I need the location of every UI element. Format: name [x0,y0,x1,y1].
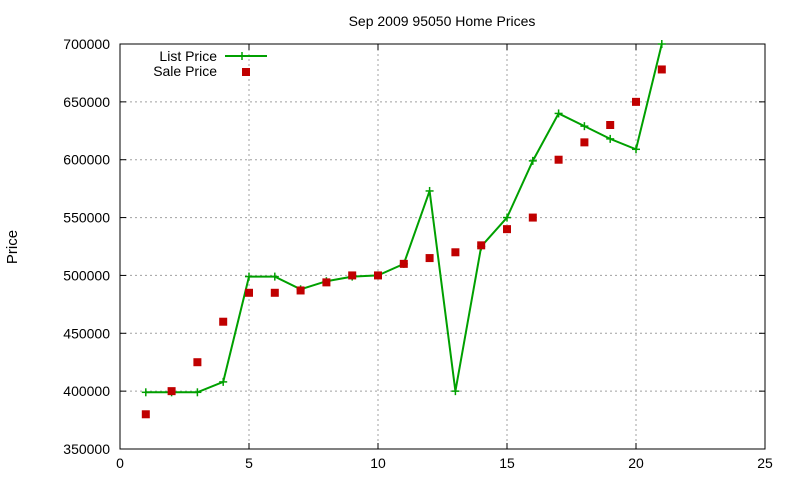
legend-marker-list-price [238,52,246,60]
y-tick-label: 650000 [63,94,110,110]
sale-price-point [193,358,202,367]
sale-price-point [399,259,408,268]
sale-price-point [141,410,150,419]
list-price-point [606,134,615,143]
tick-labels: 0 5 10 15 20 25 350000 400000 450000 500000 550000… [63,36,773,471]
legend-label-list-price: List Price [159,48,217,64]
sale-price-point [451,248,460,257]
sale-price-point [580,138,589,147]
list-price-point [141,388,150,397]
x-tick-label: 25 [757,455,773,471]
series [141,40,666,419]
x-tick-label: 20 [628,455,644,471]
list-price-point [270,272,279,281]
plot-area-frame [119,43,766,450]
axis-ticks [119,43,766,450]
sale-price-point [296,286,305,295]
legend: List Price Sale Price [153,48,267,79]
grid-lines [120,44,765,449]
sale-price-point [270,288,279,297]
sale-price-point [167,387,176,396]
sale-price-point [245,288,253,297]
y-tick-label: 400000 [63,383,110,399]
list-price-point [580,122,589,131]
sale-price-point [554,155,563,164]
x-tick-label: 10 [370,455,386,471]
sale-price-point [219,317,228,326]
list-price-point [451,387,460,396]
list-price-point [528,156,537,165]
chart-title: Sep 2009 95050 Home Prices [349,13,536,29]
sale-price-point [503,225,511,234]
list-price-point [193,388,202,397]
x-tick-label: 15 [499,455,515,471]
list-price-point [657,40,666,48]
list-price-line [145,43,663,394]
sale-price-point [374,271,382,280]
y-tick-label: 500000 [63,267,110,283]
y-tick-label: 450000 [63,325,110,341]
sale-price-point [632,97,640,106]
sale-price-point [477,241,486,250]
list-price-point [245,272,253,281]
list-price-point [503,213,511,222]
x-tick-label: 0 [116,455,124,471]
y-tick-label: 700000 [63,36,110,52]
sale-price-point [348,271,357,280]
y-tick-label: 600000 [63,152,110,168]
list-price-point [554,109,563,118]
list-price-point [632,145,640,154]
sale-price-point [606,121,615,129]
sale-price-point [425,254,434,263]
x-tick-label: 5 [245,455,253,471]
y-tick-label: 550000 [63,210,110,226]
sale-price-point [657,65,666,74]
y-axis-label: Price [4,230,21,264]
sale-price-point [528,213,537,222]
list-price-point [219,377,228,386]
list-price-point [425,186,434,195]
sale-price-point [322,278,331,287]
legend-marker-sale-price [242,68,250,76]
y-tick-label: 350000 [63,441,110,457]
legend-label-sale-price: Sale Price [153,63,217,79]
